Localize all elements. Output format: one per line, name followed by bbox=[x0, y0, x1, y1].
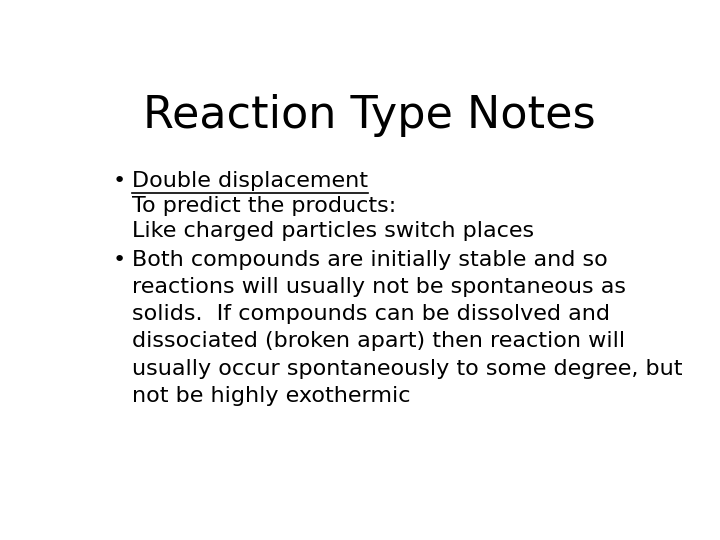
Text: •: • bbox=[112, 250, 125, 270]
Text: Both compounds are initially stable and so
reactions will usually not be spontan: Both compounds are initially stable and … bbox=[132, 250, 683, 406]
Text: To predict the products:: To predict the products: bbox=[132, 196, 396, 216]
Text: Reaction Type Notes: Reaction Type Notes bbox=[143, 94, 595, 137]
Text: Like charged particles switch places: Like charged particles switch places bbox=[132, 221, 534, 241]
Text: •: • bbox=[112, 171, 125, 191]
Text: Double displacement: Double displacement bbox=[132, 171, 368, 191]
